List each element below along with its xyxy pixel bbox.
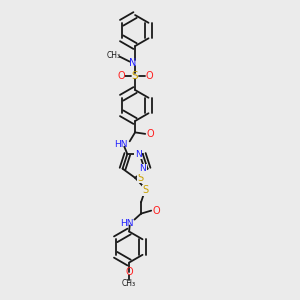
Text: CH₃: CH₃ <box>107 50 121 59</box>
Text: S: S <box>137 173 143 183</box>
Text: HN: HN <box>115 140 128 149</box>
Text: O: O <box>125 266 133 277</box>
Text: S: S <box>142 185 148 195</box>
Text: O: O <box>152 206 160 216</box>
Text: O: O <box>117 70 125 81</box>
Text: O: O <box>145 70 153 81</box>
Text: CH₃: CH₃ <box>122 279 136 288</box>
Text: S: S <box>132 70 138 81</box>
Text: HN: HN <box>120 219 134 228</box>
Text: N: N <box>140 164 146 173</box>
Text: N: N <box>135 149 141 158</box>
Text: O: O <box>146 129 154 139</box>
Text: N: N <box>129 58 136 68</box>
